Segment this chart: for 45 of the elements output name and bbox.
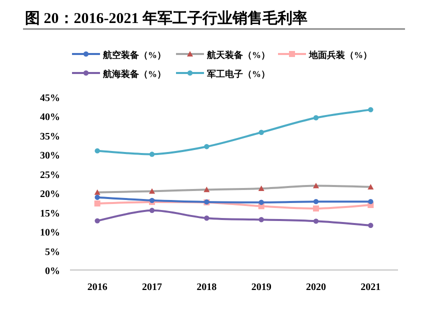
legend-item: 航空装备（%）	[72, 50, 166, 60]
point	[313, 218, 319, 224]
point	[258, 130, 264, 135]
legend-label: 航天装备（%）	[206, 50, 270, 60]
chart-title: 图 20：2016-2021 年军工子行业销售毛利率	[25, 9, 308, 27]
legend-item: 航海装备（%）	[72, 69, 166, 79]
y-tick-label: 25%	[40, 170, 60, 181]
point	[149, 152, 155, 157]
x-tick-label: 2018	[196, 282, 217, 293]
legend-label: 地面兵装（%）	[308, 50, 372, 60]
point	[204, 144, 210, 150]
legend-label: 航空装备（%）	[102, 50, 166, 60]
point	[368, 198, 374, 204]
x-tick-label: 2020	[306, 282, 326, 293]
y-tick-label: 30%	[40, 150, 60, 162]
legend-item: 地面兵装（%）	[278, 50, 372, 60]
x-tick-label: 2021	[360, 282, 381, 293]
point	[313, 205, 319, 212]
y-tick-label: 35%	[40, 131, 60, 142]
point	[94, 200, 100, 206]
x-tick-label: 2019	[251, 282, 272, 293]
x-tick-label: 2016	[87, 282, 108, 293]
y-tick-label: 10%	[40, 228, 60, 239]
legend-item: 军工电子（%）	[176, 69, 270, 79]
point	[258, 217, 264, 222]
point	[94, 194, 100, 200]
legend-label: 航海装备（%）	[102, 69, 166, 79]
y-tick-label: 20%	[40, 189, 60, 200]
y-tick-label: 5%	[45, 246, 60, 258]
point	[94, 148, 100, 154]
legend-item: 航天装备（%）	[176, 50, 270, 60]
y-tick-label: 45%	[40, 93, 60, 104]
point	[149, 208, 155, 214]
point	[94, 218, 100, 224]
point	[368, 222, 374, 228]
x-tick-label: 2017	[142, 282, 162, 293]
y-tick-label: 40%	[40, 112, 60, 124]
point	[368, 107, 374, 112]
y-tick-label: 15%	[40, 208, 60, 220]
legend-label: 军工电子（%）	[207, 69, 270, 79]
point	[258, 200, 264, 205]
y-tick-label: 0%	[45, 266, 60, 277]
point	[204, 216, 210, 221]
point	[313, 115, 319, 120]
point	[313, 198, 319, 204]
